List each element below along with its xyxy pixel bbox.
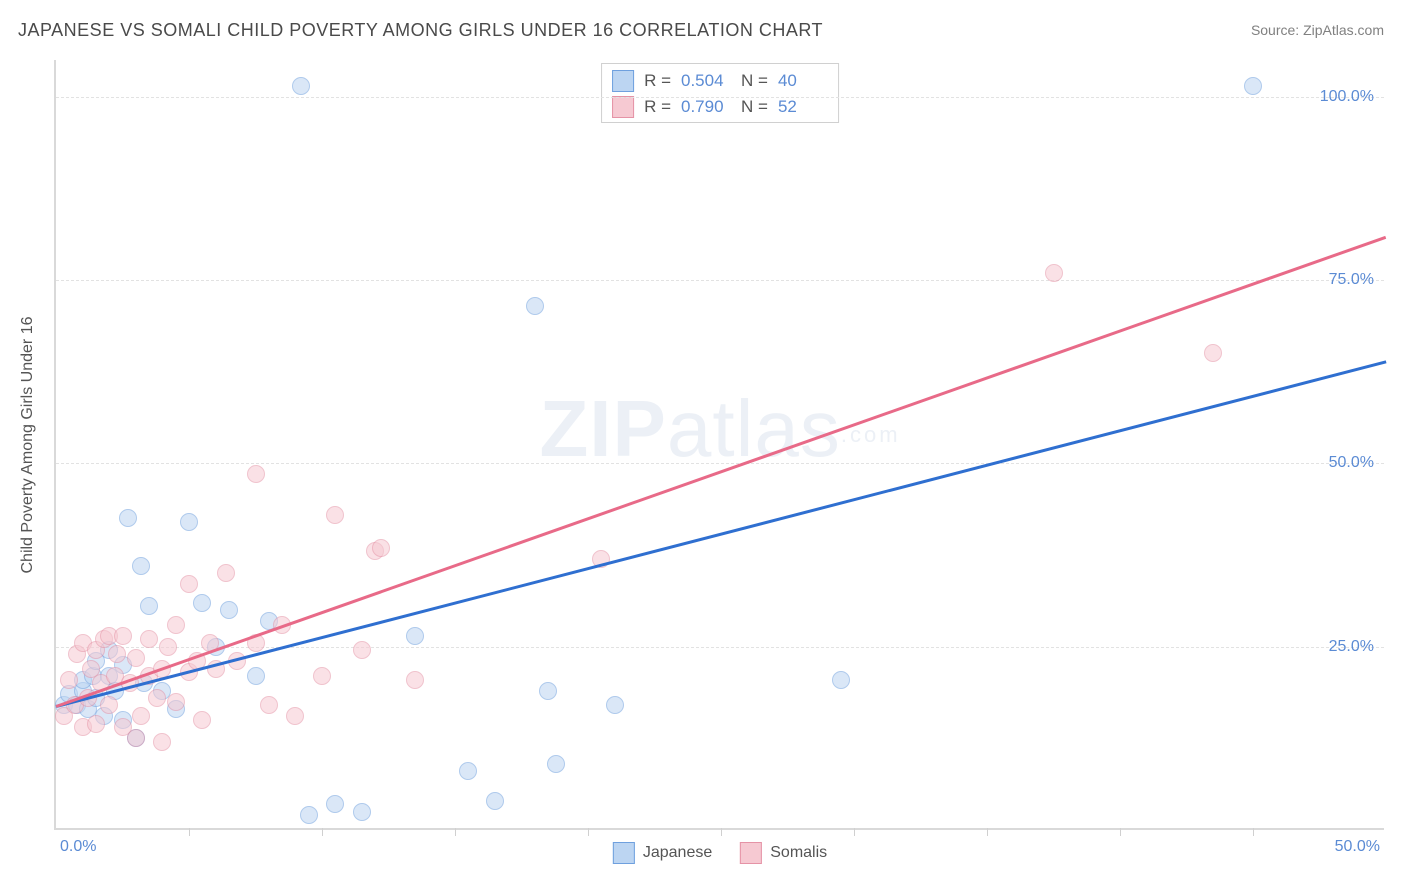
n-value-somalis: 52: [778, 94, 828, 120]
y-tick-label: 50.0%: [1329, 454, 1374, 472]
legend-swatch-japanese: [613, 842, 635, 864]
data-point-somalis: [108, 645, 126, 663]
data-point-somalis: [313, 667, 331, 685]
data-point-somalis: [153, 733, 171, 751]
y-axis-title: Child Poverty Among Girls Under 16: [19, 317, 37, 574]
data-point-japanese: [220, 601, 238, 619]
y-tick-label: 100.0%: [1320, 88, 1374, 106]
legend-item-somalis: Somalis: [740, 842, 827, 864]
data-point-somalis: [127, 649, 145, 667]
swatch-japanese: [612, 70, 634, 92]
x-minor-tick: [189, 828, 190, 836]
data-point-somalis: [260, 696, 278, 714]
x-minor-tick: [854, 828, 855, 836]
data-point-somalis: [353, 641, 371, 659]
data-point-japanese: [1244, 77, 1262, 95]
x-minor-tick: [1253, 828, 1254, 836]
data-point-japanese: [326, 795, 344, 813]
data-point-japanese: [353, 803, 371, 821]
data-point-japanese: [300, 806, 318, 824]
data-point-japanese: [526, 297, 544, 315]
data-point-somalis: [326, 506, 344, 524]
r-label: R =: [644, 68, 671, 94]
gridline: [56, 280, 1384, 281]
stats-row-somalis: R = 0.790 N = 52: [612, 94, 828, 120]
data-point-somalis: [140, 630, 158, 648]
data-point-japanese: [132, 557, 150, 575]
r-value-japanese: 0.504: [681, 68, 731, 94]
data-point-japanese: [119, 509, 137, 527]
data-point-somalis: [100, 696, 118, 714]
legend-item-japanese: Japanese: [613, 842, 712, 864]
x-tick-label-min: 0.0%: [60, 838, 96, 856]
n-value-japanese: 40: [778, 68, 828, 94]
gridline: [56, 97, 1384, 98]
data-point-somalis: [372, 539, 390, 557]
watermark-bold: ZIP: [539, 384, 666, 473]
data-point-japanese: [193, 594, 211, 612]
regression-line-japanese: [56, 361, 1387, 708]
data-point-somalis: [167, 693, 185, 711]
data-point-somalis: [148, 689, 166, 707]
data-point-japanese: [140, 597, 158, 615]
bottom-legend: Japanese Somalis: [613, 842, 827, 864]
data-point-somalis: [1045, 264, 1063, 282]
x-tick-label-max: 50.0%: [1335, 838, 1380, 856]
data-point-somalis: [159, 638, 177, 656]
correlation-stats-box: R = 0.504 N = 40 R = 0.790 N = 52: [601, 63, 839, 123]
gridline: [56, 463, 1384, 464]
r-value-somalis: 0.790: [681, 94, 731, 120]
data-point-somalis: [127, 729, 145, 747]
data-point-somalis: [114, 627, 132, 645]
data-point-japanese: [547, 755, 565, 773]
x-minor-tick: [455, 828, 456, 836]
data-point-japanese: [247, 667, 265, 685]
data-point-japanese: [606, 696, 624, 714]
n-label: N =: [741, 68, 768, 94]
data-point-somalis: [60, 671, 78, 689]
data-point-japanese: [180, 513, 198, 531]
data-point-somalis: [193, 711, 211, 729]
stats-row-japanese: R = 0.504 N = 40: [612, 68, 828, 94]
y-tick-label: 25.0%: [1329, 638, 1374, 656]
data-point-japanese: [406, 627, 424, 645]
data-point-somalis: [406, 671, 424, 689]
data-point-somalis: [132, 707, 150, 725]
legend-label-japanese: Japanese: [643, 844, 712, 862]
data-point-somalis: [1204, 344, 1222, 362]
scatter-plot-area: ZIPatlas.com R = 0.504 N = 40 R = 0.790 …: [54, 60, 1384, 830]
data-point-japanese: [459, 762, 477, 780]
data-point-japanese: [486, 792, 504, 810]
data-point-japanese: [832, 671, 850, 689]
r-label: R =: [644, 94, 671, 120]
x-minor-tick: [322, 828, 323, 836]
x-minor-tick: [588, 828, 589, 836]
data-point-somalis: [286, 707, 304, 725]
legend-label-somalis: Somalis: [770, 844, 827, 862]
data-point-japanese: [292, 77, 310, 95]
x-minor-tick: [721, 828, 722, 836]
chart-title: JAPANESE VS SOMALI CHILD POVERTY AMONG G…: [18, 20, 823, 41]
data-point-somalis: [217, 564, 235, 582]
y-tick-label: 75.0%: [1329, 271, 1374, 289]
swatch-somalis: [612, 96, 634, 118]
data-point-somalis: [167, 616, 185, 634]
legend-swatch-somalis: [740, 842, 762, 864]
n-label: N =: [741, 94, 768, 120]
data-point-somalis: [180, 575, 198, 593]
source-attribution: Source: ZipAtlas.com: [1251, 22, 1384, 38]
x-minor-tick: [1120, 828, 1121, 836]
data-point-japanese: [539, 682, 557, 700]
x-minor-tick: [987, 828, 988, 836]
data-point-somalis: [247, 465, 265, 483]
data-point-somalis: [87, 715, 105, 733]
